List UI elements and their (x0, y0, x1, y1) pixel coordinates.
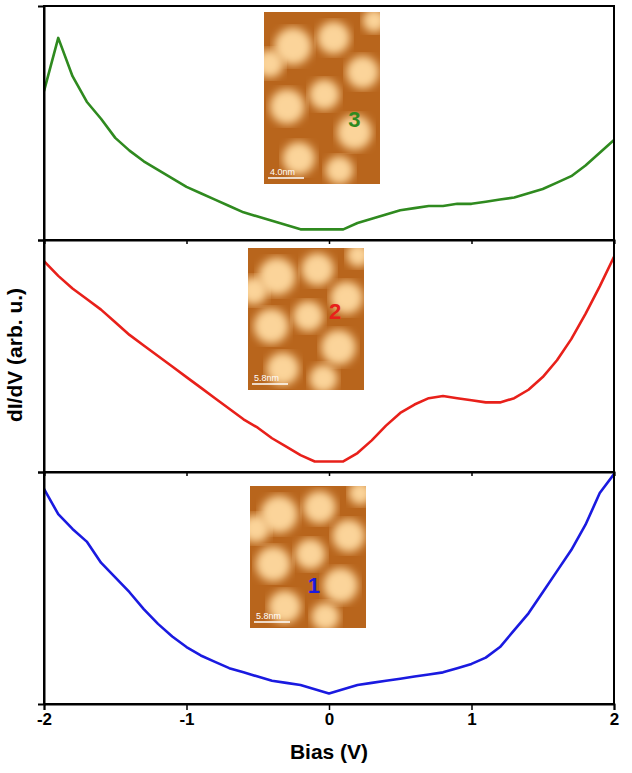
plot-area (44, 474, 614, 693)
x-tick: 0 (325, 704, 334, 729)
scale-bar (254, 621, 290, 623)
scale-bar (268, 177, 304, 179)
inset-blob (309, 365, 337, 390)
y-axis (38, 241, 45, 473)
panel: 2 5.8nm (38, 240, 615, 476)
inset-blob (256, 547, 291, 582)
y-axis-line (38, 7, 45, 241)
inset-blob (270, 89, 305, 124)
x-tick-label: 2 (610, 710, 619, 729)
x-tick: -2 (37, 704, 52, 729)
inset-blob (363, 12, 380, 32)
panel-frame (44, 472, 614, 704)
x-axis-line (45, 241, 615, 245)
inset-background (250, 486, 366, 628)
inset-background (264, 12, 380, 184)
x-axis-line (45, 473, 615, 477)
spectrum-line (44, 474, 614, 693)
y-axis-title: dI/dV (arb. u.) (3, 288, 26, 422)
inset-blob (332, 519, 364, 551)
inset-blob (317, 22, 349, 54)
panel: 3 4.0nm (38, 6, 615, 244)
inset-blob (254, 309, 289, 344)
inset-blob (295, 539, 325, 569)
scale-bar-label: 5.8nm (256, 611, 281, 621)
panel-frame (44, 6, 614, 240)
stm-inset: 3 4.0nm (256, 9, 386, 184)
x-tick-label: -1 (179, 710, 194, 729)
scale-bar (252, 383, 288, 385)
inset-blob (303, 491, 335, 523)
inset-blob (264, 50, 284, 78)
panel: 1 5.8nm -2 -1 0 1 2 (37, 472, 619, 729)
inset-blob (248, 277, 268, 305)
y-axis-line (38, 473, 45, 705)
inset-blob (250, 515, 270, 543)
x-tick: 1 (467, 704, 476, 729)
figure: 3 4.0nm 2 5.8nm dI/dV (arb. u.) 1 5.8nm -2 -1 0 1 2… (0, 0, 632, 773)
stm-inset: 1 5.8nm (242, 482, 372, 631)
x-tick-label: 0 (325, 710, 334, 729)
inset-blob (309, 79, 339, 109)
x-axis: -2 -1 0 1 2 (37, 704, 619, 729)
inset-blob (349, 486, 366, 505)
inset-blob (346, 56, 378, 88)
inset-blob (347, 248, 364, 267)
inset-label: 2 (329, 299, 341, 324)
inset-blob (301, 253, 333, 285)
x-axis-title: Bias (V) (290, 740, 368, 763)
y-axis (38, 7, 45, 241)
inset-blob (323, 568, 358, 603)
inset-background (248, 248, 364, 390)
x-tick: -1 (179, 704, 194, 729)
y-axis-line (38, 241, 45, 473)
inset-blob (325, 156, 353, 184)
x-tick-label: 1 (467, 710, 476, 729)
scale-bar-label: 4.0nm (270, 167, 295, 177)
x-tick: 2 (610, 704, 619, 729)
stm-inset: 2 5.8nm (240, 244, 370, 393)
inset-label: 1 (308, 573, 320, 598)
y-axis (38, 473, 45, 705)
inset-blob (311, 603, 339, 628)
inset-label: 3 (348, 107, 360, 132)
x-tick-label: -2 (37, 710, 52, 729)
inset-blob (321, 330, 356, 365)
panel-frame (44, 240, 614, 472)
inset-blob (293, 301, 323, 331)
scale-bar-label: 5.8nm (254, 373, 279, 383)
